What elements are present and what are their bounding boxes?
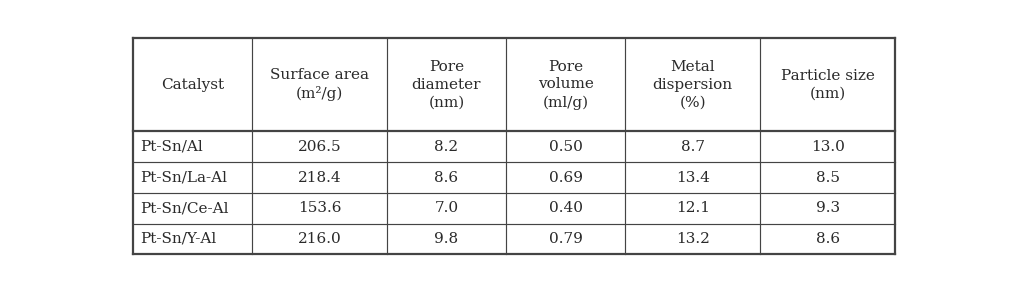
- Text: 13.0: 13.0: [810, 140, 844, 154]
- Text: Pt-Sn/Al: Pt-Sn/Al: [141, 140, 203, 154]
- Text: 0.50: 0.50: [548, 140, 582, 154]
- Text: 206.5: 206.5: [297, 140, 341, 154]
- Text: 0.69: 0.69: [548, 171, 582, 185]
- Text: 216.0: 216.0: [297, 232, 341, 246]
- Text: 12.1: 12.1: [675, 201, 709, 215]
- Text: 8.6: 8.6: [434, 171, 458, 185]
- Text: Pt-Sn/Y-Al: Pt-Sn/Y-Al: [141, 232, 216, 246]
- Text: 13.4: 13.4: [675, 171, 709, 185]
- Text: Pore
volume
(ml/g): Pore volume (ml/g): [537, 60, 593, 110]
- Text: 0.79: 0.79: [548, 232, 582, 246]
- Text: 9.8: 9.8: [434, 232, 458, 246]
- Text: 8.2: 8.2: [434, 140, 458, 154]
- Text: Surface area
(m²/g): Surface area (m²/g): [270, 68, 369, 101]
- Text: 9.3: 9.3: [815, 201, 839, 215]
- Text: Particle size
(nm): Particle size (nm): [779, 69, 874, 101]
- Text: Pt-Sn/Ce-Al: Pt-Sn/Ce-Al: [141, 201, 228, 215]
- Text: Catalyst: Catalyst: [161, 78, 223, 92]
- Text: Pore
diameter
(nm): Pore diameter (nm): [411, 60, 481, 110]
- Text: 0.40: 0.40: [548, 201, 582, 215]
- Text: Metal
dispersion
(%): Metal dispersion (%): [652, 60, 732, 110]
- Text: 8.5: 8.5: [815, 171, 839, 185]
- Text: 13.2: 13.2: [675, 232, 709, 246]
- Text: 153.6: 153.6: [297, 201, 341, 215]
- Text: 8.6: 8.6: [815, 232, 839, 246]
- Text: 218.4: 218.4: [297, 171, 341, 185]
- Text: Pt-Sn/La-Al: Pt-Sn/La-Al: [141, 171, 227, 185]
- Text: 8.7: 8.7: [680, 140, 704, 154]
- Text: 7.0: 7.0: [434, 201, 458, 215]
